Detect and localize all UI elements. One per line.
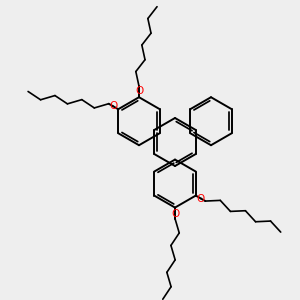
- Text: O: O: [171, 208, 179, 219]
- Text: O: O: [109, 101, 117, 111]
- Text: O: O: [135, 86, 143, 96]
- Text: O: O: [197, 194, 205, 204]
